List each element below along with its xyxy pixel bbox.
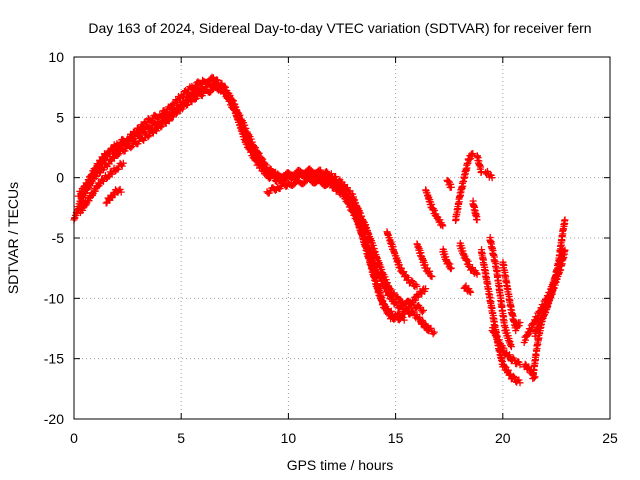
marker-path: [452, 150, 477, 224]
marker-path: [383, 228, 421, 290]
series-arc-mid-rise: [383, 228, 421, 290]
marker-path: [443, 176, 455, 191]
series-arc-left-low: [76, 159, 127, 217]
marker-path: [413, 240, 436, 281]
marker-path: [439, 245, 455, 273]
grid-lines: [74, 57, 610, 419]
x-tick-label: 5: [177, 430, 185, 446]
series-arc-upper-1: [413, 240, 436, 281]
series-arc-mid-3: [456, 239, 481, 278]
y-tick-label: 5: [56, 109, 64, 125]
series-arc-left-short: [102, 185, 125, 207]
marker-path: [417, 318, 438, 338]
series-arc-upper-2: [422, 186, 447, 230]
series-arc-main-4: [263, 174, 430, 323]
marker-path: [76, 159, 127, 217]
y-tick-label: -15: [44, 351, 64, 367]
series-arc-right-3: [488, 324, 524, 369]
y-tick-label: -5: [52, 230, 65, 246]
chart-title: Day 163 of 2024, Sidereal Day-to-day VTE…: [88, 20, 591, 36]
series-arc-upper-6: [482, 167, 496, 182]
x-axis-label: GPS time / hours: [287, 457, 394, 473]
data-markers: [70, 73, 569, 387]
x-tick-label: 25: [602, 430, 618, 446]
marker-path: [482, 167, 496, 182]
marker-path: [422, 186, 447, 230]
marker-path: [473, 152, 485, 176]
series-arc-mid-1: [417, 318, 438, 338]
y-tick-label: 0: [56, 170, 64, 186]
x-axis-ticks: 0 5 10 15 20 25: [70, 57, 618, 446]
x-tick-label: 20: [495, 430, 511, 446]
marker-path: [469, 197, 481, 224]
marker-path: [456, 239, 481, 278]
series-arc-right-8: [531, 246, 569, 340]
x-tick-label: 10: [281, 430, 297, 446]
marker-path: [486, 234, 515, 351]
y-axis-label: SDTVAR / TECUs: [5, 182, 21, 294]
series-arc-mid-5: [469, 197, 481, 224]
marker-path: [263, 174, 430, 323]
marker-path: [531, 246, 569, 340]
y-tick-label: 10: [48, 49, 64, 65]
marker-path: [488, 324, 524, 369]
y-tick-label: -10: [44, 290, 64, 306]
series-arc-right-4: [499, 258, 524, 335]
y-axis-ticks: 10 5 0 -5 -10 -15 -20: [44, 49, 610, 427]
series-arc-upper-5: [473, 152, 485, 176]
x-tick-label: 15: [388, 430, 404, 446]
series-arc-upper-3: [443, 176, 455, 191]
marker-path: [102, 185, 125, 207]
series-arc-upper-4: [452, 150, 477, 224]
marker-path: [499, 258, 524, 335]
x-tick-label: 0: [70, 430, 78, 446]
marker-path: [460, 282, 475, 296]
series-arc-right-2: [486, 234, 515, 351]
series-arc-mid-4: [460, 282, 475, 296]
series-arc-mid-2: [439, 245, 455, 273]
y-tick-label: -20: [44, 411, 64, 427]
